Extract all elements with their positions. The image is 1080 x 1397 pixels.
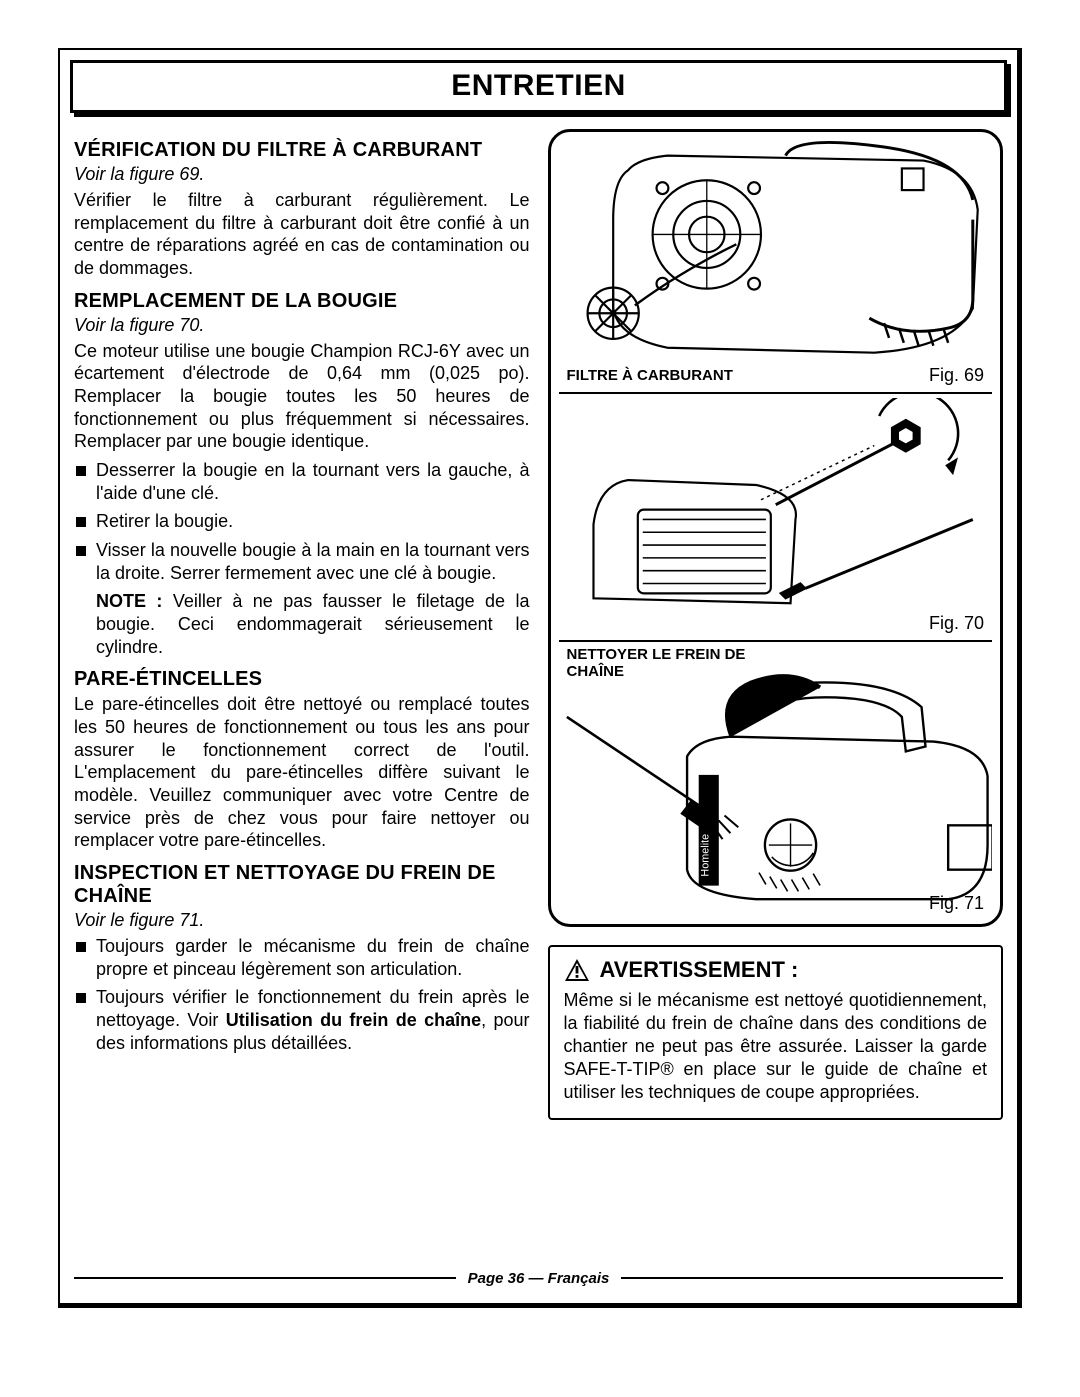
note-body: Veiller à ne pas fausser le filetage de … xyxy=(96,591,530,656)
figures-box: FILTRE À CARBURANT Fig. 69 xyxy=(548,129,1004,927)
brand-text: Homelite xyxy=(699,834,711,877)
warning-triangle-icon xyxy=(564,958,590,982)
fig69-label: FILTRE À CARBURANT xyxy=(567,367,733,384)
see-fig-69: Voir la figure 69. xyxy=(74,164,530,185)
chainsaw-fuel-filter-illustration-icon xyxy=(559,140,993,388)
fig71-label: NETTOYER LE FREIN DE CHAÎNE xyxy=(567,646,747,681)
left-column: VÉRIFICATION DU FILTRE À CARBURANT Voir … xyxy=(74,129,530,1120)
see-fig-71: Voir le figure 71. xyxy=(74,910,530,931)
warning-body: Même si le mécanisme est nettoyé quotidi… xyxy=(564,989,988,1104)
footer-rule-right xyxy=(621,1277,1003,1279)
page-footer: Page 36 — Français xyxy=(74,1267,1003,1289)
heading-chain-brake: INSPECTION ET NETTOYAGE DU FREIN DE CHAÎ… xyxy=(74,862,530,908)
heading-spark-arrestor: PARE-ÉTINCELLES xyxy=(74,668,530,691)
list-item: Toujours garder le mécanisme du frein de… xyxy=(74,935,530,980)
body-fuel-filter: Vérifier le filtre à carburant régulière… xyxy=(74,189,530,280)
figure-69: FILTRE À CARBURANT Fig. 69 xyxy=(559,136,993,394)
fig70-caption: Fig. 70 xyxy=(929,613,984,634)
warning-heading-row: AVERTISSEMENT : xyxy=(564,957,988,983)
warning-heading: AVERTISSEMENT : xyxy=(600,957,799,983)
list-item: Toujours vérifier le fonctionnement du f… xyxy=(74,986,530,1054)
list-item: Desserrer la bougie en la tournant vers … xyxy=(74,459,530,504)
warning-box: AVERTISSEMENT : Même si le mécanisme est… xyxy=(548,945,1004,1120)
content-columns: VÉRIFICATION DU FILTRE À CARBURANT Voir … xyxy=(60,113,1017,1120)
body-spark-plug: Ce moteur utilise une bougie Champion RC… xyxy=(74,340,530,453)
page-frame: ENTRETIEN VÉRIFICATION DU FILTRE À CARBU… xyxy=(58,48,1022,1308)
list-item: Retirer la bougie. xyxy=(74,510,530,533)
body-spark-arrestor: Le pare-étincelles doit être nettoyé ou … xyxy=(74,693,530,852)
figure-70: Fig. 70 xyxy=(559,394,993,642)
chain-brake-list: Toujours garder le mécanisme du frein de… xyxy=(74,935,530,1054)
page-title: ENTRETIEN xyxy=(70,60,1007,113)
spark-plug-list: Desserrer la bougie en la tournant vers … xyxy=(74,459,530,584)
fig71-caption: Fig. 71 xyxy=(929,893,984,914)
spark-plug-removal-illustration-icon xyxy=(559,398,993,636)
right-column: FILTRE À CARBURANT Fig. 69 xyxy=(548,129,1004,1120)
see-fig-70: Voir la figure 70. xyxy=(74,315,530,336)
heading-fuel-filter: VÉRIFICATION DU FILTRE À CARBURANT xyxy=(74,139,530,162)
figure-71: Homelite NETTOYER LE FREIN DE CHAÎNE Fig… xyxy=(559,642,993,920)
list-item: Visser la nouvelle bougie à la main en l… xyxy=(74,539,530,584)
cb-text-bold: Utilisation du frein de chaîne xyxy=(226,1010,481,1030)
footer-rule-left xyxy=(74,1277,456,1279)
spark-plug-note: NOTE : Veiller à ne pas fausser le filet… xyxy=(74,590,530,658)
fig69-caption: Fig. 69 xyxy=(929,365,984,386)
footer-text: Page 36 — Français xyxy=(468,1270,610,1287)
chain-brake-clean-illustration-icon: Homelite xyxy=(559,646,993,916)
note-label: NOTE : xyxy=(96,591,162,611)
heading-spark-plug: REMPLACEMENT DE LA BOUGIE xyxy=(74,290,530,313)
